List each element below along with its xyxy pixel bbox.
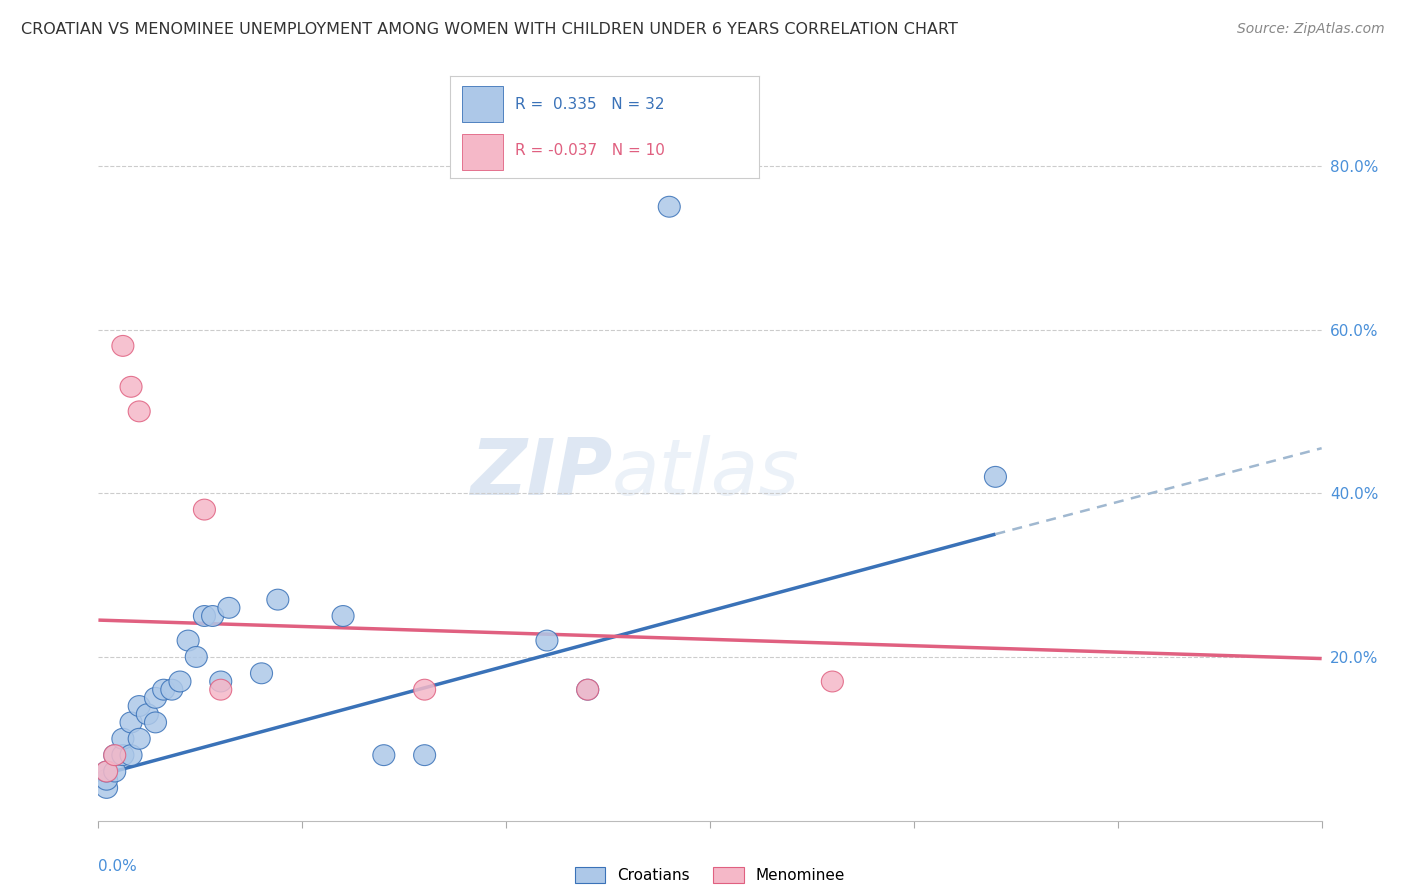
- Bar: [463, 135, 502, 170]
- Ellipse shape: [250, 663, 273, 684]
- Ellipse shape: [194, 606, 215, 626]
- Ellipse shape: [332, 606, 354, 626]
- Ellipse shape: [209, 671, 232, 692]
- Ellipse shape: [201, 606, 224, 626]
- Legend: Croatians, Menominee: Croatians, Menominee: [568, 862, 852, 889]
- Text: R =  0.335   N = 32: R = 0.335 N = 32: [515, 96, 665, 112]
- Ellipse shape: [96, 761, 118, 782]
- Ellipse shape: [112, 335, 134, 356]
- Text: atlas: atlas: [612, 434, 800, 511]
- Ellipse shape: [112, 745, 134, 765]
- Ellipse shape: [209, 679, 232, 700]
- Ellipse shape: [153, 679, 174, 700]
- Ellipse shape: [373, 745, 395, 765]
- Ellipse shape: [218, 598, 240, 618]
- Ellipse shape: [576, 679, 599, 700]
- Ellipse shape: [536, 630, 558, 651]
- Ellipse shape: [984, 467, 1007, 487]
- Text: R = -0.037   N = 10: R = -0.037 N = 10: [515, 143, 665, 158]
- Ellipse shape: [104, 761, 125, 782]
- Text: CROATIAN VS MENOMINEE UNEMPLOYMENT AMONG WOMEN WITH CHILDREN UNDER 6 YEARS CORRE: CROATIAN VS MENOMINEE UNEMPLOYMENT AMONG…: [21, 22, 957, 37]
- Ellipse shape: [821, 671, 844, 692]
- Ellipse shape: [576, 679, 599, 700]
- Ellipse shape: [128, 696, 150, 716]
- Ellipse shape: [96, 769, 118, 790]
- Ellipse shape: [136, 704, 159, 724]
- Ellipse shape: [128, 729, 150, 749]
- Ellipse shape: [186, 647, 207, 667]
- Ellipse shape: [120, 712, 142, 733]
- Ellipse shape: [120, 376, 142, 397]
- Ellipse shape: [104, 745, 125, 765]
- Text: 0.0%: 0.0%: [98, 859, 138, 874]
- Text: ZIP: ZIP: [470, 434, 612, 511]
- Ellipse shape: [169, 671, 191, 692]
- Ellipse shape: [413, 679, 436, 700]
- Ellipse shape: [267, 590, 288, 610]
- Ellipse shape: [145, 712, 166, 733]
- Bar: [463, 87, 502, 122]
- Ellipse shape: [177, 630, 200, 651]
- Ellipse shape: [104, 745, 125, 765]
- Text: Source: ZipAtlas.com: Source: ZipAtlas.com: [1237, 22, 1385, 37]
- Ellipse shape: [145, 688, 166, 708]
- Ellipse shape: [413, 745, 436, 765]
- Ellipse shape: [96, 778, 118, 798]
- Ellipse shape: [96, 761, 118, 782]
- Ellipse shape: [128, 401, 150, 422]
- Ellipse shape: [658, 196, 681, 217]
- Ellipse shape: [120, 745, 142, 765]
- Ellipse shape: [194, 500, 215, 520]
- Ellipse shape: [160, 679, 183, 700]
- Ellipse shape: [112, 729, 134, 749]
